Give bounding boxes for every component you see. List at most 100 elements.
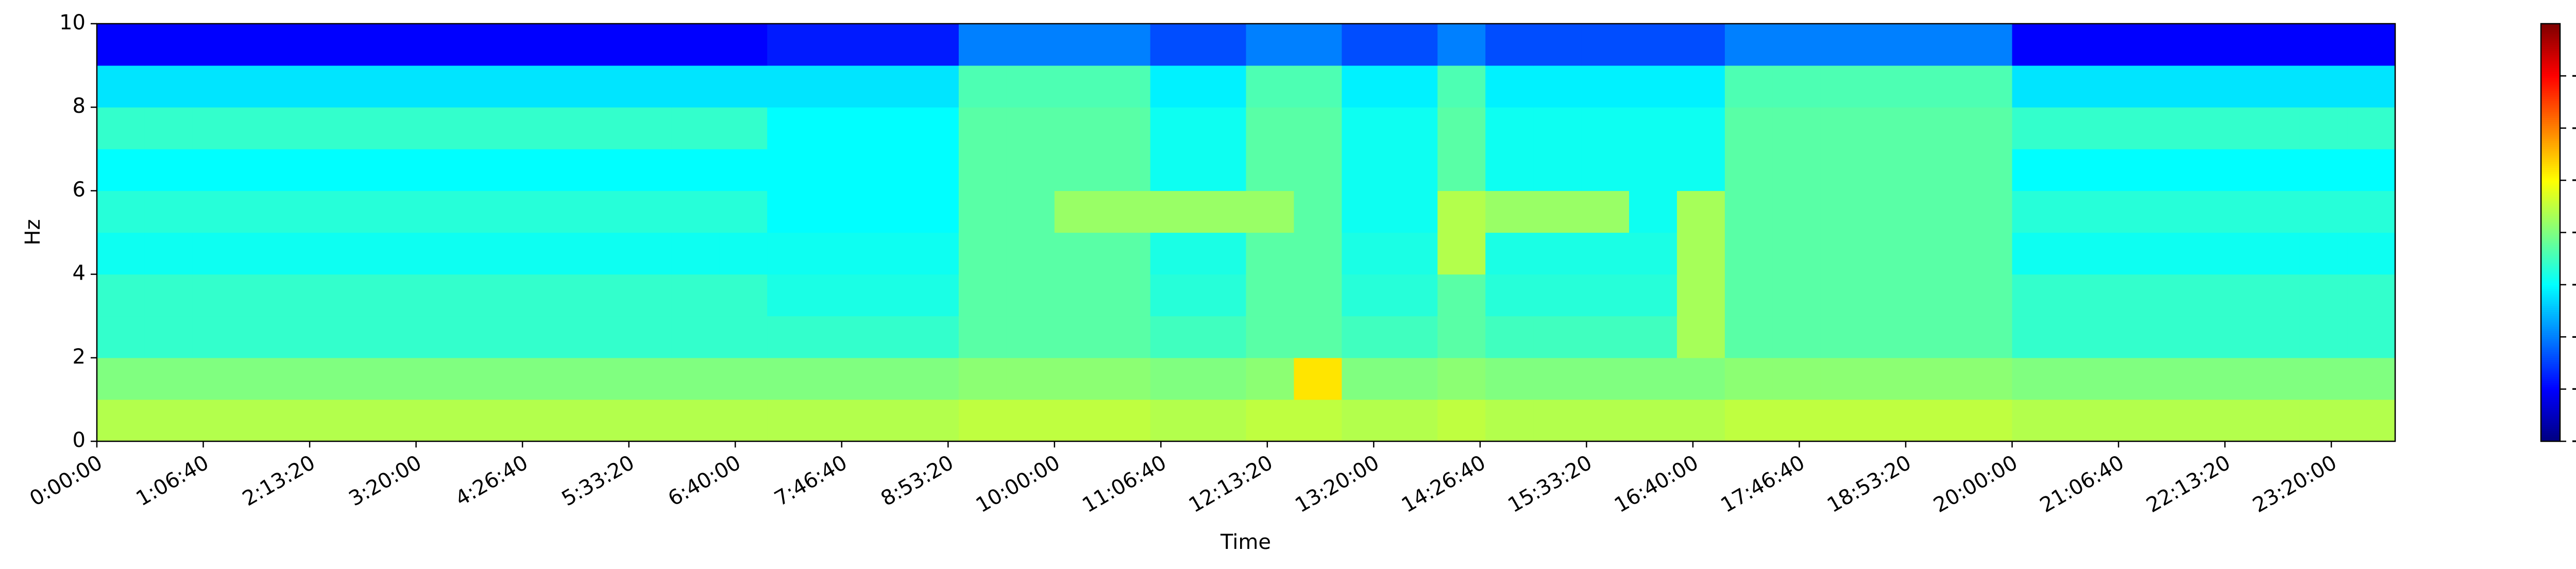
colorbar-step [2541,268,2560,270]
colorbar-step [2541,50,2560,54]
colorbar-step [2541,299,2560,302]
cell [815,24,863,66]
cell [144,191,193,233]
cell [1150,232,1199,275]
cell [97,316,145,358]
colorbar-step [2541,126,2560,129]
colorbar-step [2541,426,2560,429]
cell [719,232,768,275]
colorbar-step [2541,107,2560,110]
cell [1772,191,1821,233]
cell [623,232,672,275]
cell [1102,149,1151,191]
colorbar-step [2541,222,2560,225]
cell [767,191,816,233]
cell [1772,24,1821,66]
colorbar-step [2541,343,2560,346]
cell [623,107,672,149]
cell [192,274,241,317]
cell [958,316,1007,358]
cell [1054,149,1103,191]
cell [1246,399,1294,442]
colorbar-step [2541,132,2560,135]
colorbar-step [2541,391,2560,394]
cell [2204,24,2252,66]
colorbar-step [2541,305,2560,308]
cell [1198,232,1246,275]
cell [2108,24,2156,66]
cell [1724,316,1773,358]
cell [1054,274,1103,317]
cell [1437,316,1486,358]
cell [2108,191,2156,233]
cell [1054,107,1103,149]
cell [1533,357,1582,400]
colorbar-step [2541,220,2560,222]
colorbar-step [2541,163,2560,166]
colorbar-step [2541,88,2560,91]
cell [863,232,911,275]
cell [97,191,145,233]
colorbar-step [2541,270,2560,273]
cell [1437,107,1486,149]
cell [1581,191,1630,233]
cell [1485,149,1534,191]
colorbar-step [2541,262,2560,264]
colorbar-step [2541,236,2560,239]
cell [1102,399,1151,442]
cell [1724,65,1773,108]
cell [719,149,768,191]
cell [240,65,289,108]
colorbar-tick-label: -80 dB [2571,428,2576,452]
cell [2060,232,2108,275]
cell [1772,274,1821,317]
cell [958,65,1007,108]
cell [1724,232,1773,275]
colorbar-step [2541,260,2560,262]
cell [1916,149,1965,191]
cell [192,191,241,233]
cell [1820,149,1869,191]
cell [1342,399,1390,442]
cell [1629,357,1677,400]
cell [144,24,193,66]
heatmap [97,24,2396,442]
cell [1772,232,1821,275]
cell [2108,149,2156,191]
cell [1485,24,1534,66]
colorbar-step [2541,385,2560,388]
cell [1102,274,1151,317]
cell [1485,232,1534,275]
cell [1916,316,1965,358]
colorbar-step [2541,86,2560,89]
cell [1054,65,1103,108]
cell [1533,232,1582,275]
colorbar-step [2541,36,2560,39]
cell [1676,357,1725,400]
colorbar-step [2541,191,2560,193]
cell [623,65,672,108]
cell [1006,65,1055,108]
colorbar-step [2541,180,2560,183]
colorbar-step [2541,32,2560,35]
cell [2156,399,2204,442]
colorbar-step [2541,309,2560,313]
cell [623,399,672,442]
cell [336,191,385,233]
cell [144,399,193,442]
cell [2012,24,2060,66]
colorbar-step [2541,339,2560,341]
cell [1916,191,1965,233]
cell [192,399,241,442]
cell [1102,191,1151,233]
cell [671,232,720,275]
cell [2347,65,2396,108]
cell [2204,357,2252,400]
cell [1054,316,1103,358]
cell [144,65,193,108]
cell [97,399,145,442]
cell [958,274,1007,317]
cell [1868,274,1917,317]
cell [1246,357,1294,400]
cell [2347,232,2396,275]
